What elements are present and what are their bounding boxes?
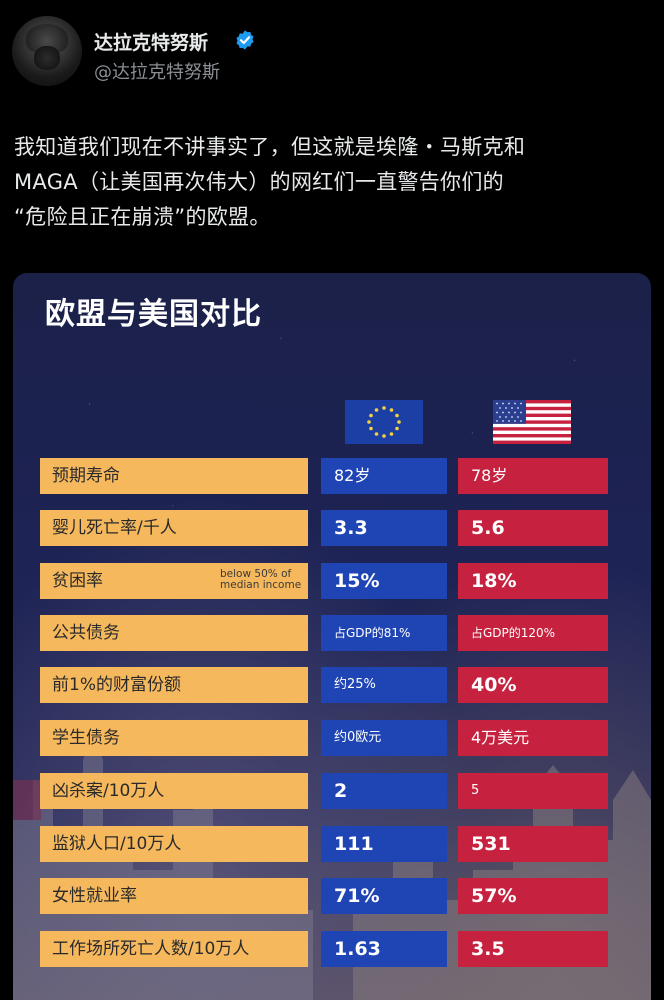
- us-value: 3.5: [458, 931, 608, 967]
- tweet-text-line: “危险且正在崩溃”的欧盟。: [14, 205, 271, 229]
- us-value: 占GDP的120%: [458, 615, 608, 651]
- us-value: 5: [458, 773, 608, 809]
- comparison-row: 预期寿命 82岁 78岁: [13, 458, 651, 494]
- metric-label: 凶杀案/10万人: [40, 773, 308, 809]
- comparison-row: 前1%的财富份额 约25% 40%: [13, 667, 651, 703]
- eu-value: 约0欧元: [321, 720, 447, 756]
- metric-note: below 50% of median income: [220, 568, 302, 591]
- author-display-name[interactable]: 达拉克特努斯: [94, 32, 209, 54]
- comparison-row: 婴儿死亡率/千人 3.3 5.6: [13, 510, 651, 546]
- us-value: 531: [458, 826, 608, 862]
- attached-infographic-image[interactable]: 欧盟与美国对比: [13, 273, 651, 1000]
- avatar[interactable]: [12, 16, 82, 86]
- eu-value: 约25%: [321, 667, 447, 703]
- metric-label: 前1%的财富份额: [40, 667, 308, 703]
- metric-label: 监狱人口/10万人: [40, 826, 308, 862]
- comparison-row: 监狱人口/10万人 111 531: [13, 826, 651, 862]
- eu-value: 71%: [321, 878, 447, 914]
- eu-value: 3.3: [321, 510, 447, 546]
- metric-label-text: 凶杀案/10万人: [52, 781, 165, 801]
- eu-flag-icon: [345, 400, 423, 444]
- metric-label-text: 女性就业率: [52, 886, 137, 906]
- metric-label: 女性就业率: [40, 878, 308, 914]
- metric-label-text: 监狱人口/10万人: [52, 834, 182, 854]
- comparison-row: 女性就业率 71% 57%: [13, 878, 651, 914]
- metric-label-text: 贫困率: [52, 571, 103, 591]
- metric-label-text: 公共债务: [52, 623, 120, 643]
- us-flag-icon: [493, 400, 571, 444]
- metric-label-text: 前1%的财富份额: [52, 675, 181, 695]
- eu-value: 15%: [321, 563, 447, 599]
- us-value: 78岁: [458, 458, 608, 494]
- metric-label: 婴儿死亡率/千人: [40, 510, 308, 546]
- us-value: 5.6: [458, 510, 608, 546]
- eu-value: 占GDP的81%: [321, 615, 447, 651]
- metric-label: 工作场所死亡人数/10万人: [40, 931, 308, 967]
- comparison-row: 贫困率 below 50% of median income 15% 18%: [13, 563, 651, 599]
- comparison-row: 工作场所死亡人数/10万人 1.63 3.5: [13, 931, 651, 967]
- tweet-text: 我知道我们现在不讲事实了，但这就是埃隆・马斯克和 MAGA（让美国再次伟大）的网…: [14, 130, 654, 235]
- tweet-text-line: 我知道我们现在不讲事实了，但这就是埃隆・马斯克和: [14, 135, 526, 159]
- avatar-face-shape: [34, 46, 60, 70]
- us-value: 40%: [458, 667, 608, 703]
- eu-value: 2: [321, 773, 447, 809]
- metric-label: 学生债务: [40, 720, 308, 756]
- us-value: 57%: [458, 878, 608, 914]
- tweet-header: 达拉克特努斯 @达拉克特努斯: [12, 14, 652, 94]
- metric-label: 贫困率 below 50% of median income: [40, 563, 308, 599]
- metric-label-text: 学生债务: [52, 728, 120, 748]
- comparison-row: 学生债务 约0欧元 4万美元: [13, 720, 651, 756]
- metric-label-text: 婴儿死亡率/千人: [52, 518, 177, 538]
- author-handle[interactable]: @达拉克特努斯: [94, 62, 220, 83]
- comparison-row: 公共债务 占GDP的81% 占GDP的120%: [13, 615, 651, 651]
- metric-label: 公共债务: [40, 615, 308, 651]
- eu-value: 1.63: [321, 931, 447, 967]
- metric-label-text: 预期寿命: [52, 466, 120, 486]
- metric-label-text: 工作场所死亡人数/10万人: [52, 939, 250, 959]
- infographic-title: 欧盟与美国对比: [45, 297, 262, 332]
- eu-value: 82岁: [321, 458, 447, 494]
- comparison-row: 凶杀案/10万人 2 5: [13, 773, 651, 809]
- eu-value: 111: [321, 826, 447, 862]
- us-value: 4万美元: [458, 720, 608, 756]
- us-value: 18%: [458, 563, 608, 599]
- verified-badge-icon: [236, 30, 254, 50]
- tweet-text-line: MAGA（让美国再次伟大）的网红们一直警告你们的: [14, 170, 504, 194]
- metric-label: 预期寿命: [40, 458, 308, 494]
